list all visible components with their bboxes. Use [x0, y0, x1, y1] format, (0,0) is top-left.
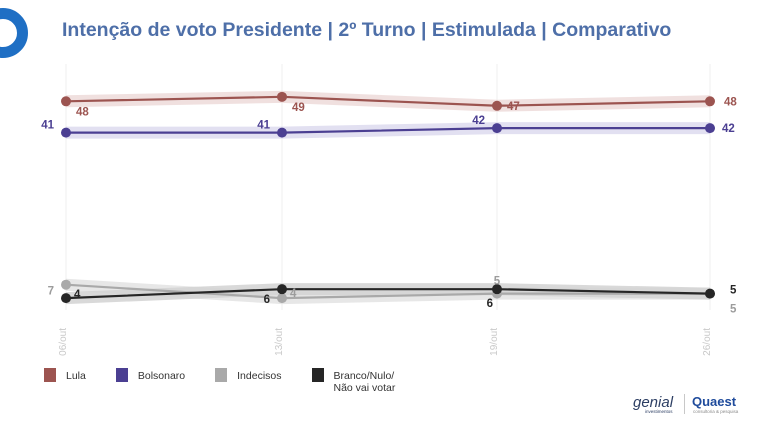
data-point-branco-nulo	[61, 293, 71, 304]
confidence-band-branco-nulo	[66, 283, 710, 305]
brand-logo-ring	[0, 8, 28, 58]
data-label-branco-nulo: 4	[74, 289, 81, 301]
data-label-bolsonaro: 41	[41, 120, 54, 132]
genial-logo-subtitle: investimentos	[645, 409, 673, 414]
legend-label: Lula	[66, 370, 86, 382]
data-point-lula	[61, 96, 71, 107]
data-point-lula	[705, 96, 715, 107]
legend: Lula Bolsonaro Indecisos Branco/Nulo/ Não v…	[44, 368, 425, 394]
legend-label: Branco/Nulo/ Não vai votar	[333, 370, 396, 394]
legend-label: Indecisos	[237, 370, 282, 382]
genial-logo: genial	[633, 394, 674, 411]
data-label-indecisos: 4	[290, 288, 297, 300]
legend-label: Bolsonaro	[137, 370, 186, 382]
data-label-lula: 48	[76, 106, 89, 118]
x-tick-label: 19/out	[489, 328, 500, 356]
x-tick-label: 26/out	[702, 328, 713, 356]
data-label-indecisos: 5	[494, 276, 501, 288]
legend-swatch	[44, 368, 56, 382]
data-label-branco-nulo: 6	[264, 294, 270, 306]
x-tick-label: 13/out	[274, 328, 285, 356]
legend-swatch	[311, 368, 324, 382]
data-point-branco-nulo	[277, 284, 287, 295]
series-line-indecisos	[65, 283, 710, 300]
data-point-indecisos	[277, 293, 287, 304]
data-label-branco-nulo: 6	[487, 298, 493, 310]
series-line-bolsonaro	[66, 127, 710, 134]
data-label-bolsonaro: 41	[257, 120, 270, 132]
quaest-logo-subtitle: consultoria & pesquisa	[693, 409, 739, 414]
data-label-lula: 48	[724, 96, 737, 108]
data-point-bolsonaro	[61, 127, 71, 138]
legend-swatch	[215, 368, 228, 382]
legend-item-lula: Lula	[44, 368, 86, 382]
data-point-lula	[277, 91, 287, 102]
data-label-lula: 49	[292, 102, 305, 114]
legend-item-indecisos: Indecisos	[215, 368, 282, 382]
data-label-branco-nulo: 5	[730, 285, 737, 297]
data-point-indecisos	[61, 279, 71, 290]
data-point-bolsonaro	[492, 123, 502, 134]
data-label-bolsonaro: 42	[722, 123, 735, 135]
data-label-bolsonaro: 42	[472, 115, 485, 127]
x-tick-label: 06/out	[58, 328, 69, 356]
data-label-lula: 47	[507, 101, 520, 113]
legend-item-bolsonaro: Bolsonaro	[115, 368, 186, 382]
data-point-bolsonaro	[277, 127, 287, 138]
data-point-bolsonaro	[705, 123, 715, 134]
legend-item-branco-nulo: Branco/Nulo/ Não vai votar	[311, 368, 396, 394]
series-line-branco-nulo	[65, 288, 711, 300]
chart-title: Intenção de voto Presidente | 2º Turno |…	[62, 19, 672, 41]
data-label-indecisos: 5	[730, 304, 737, 316]
series-line-lula	[65, 95, 711, 107]
data-point-branco-nulo	[492, 284, 502, 295]
legend-swatch	[115, 368, 128, 382]
data-point-lula	[492, 100, 502, 111]
quaest-logo: Quaest	[692, 394, 737, 409]
data-label-indecisos: 7	[48, 286, 54, 298]
data-point-branco-nulo	[705, 288, 715, 299]
logo-divider	[684, 394, 685, 414]
